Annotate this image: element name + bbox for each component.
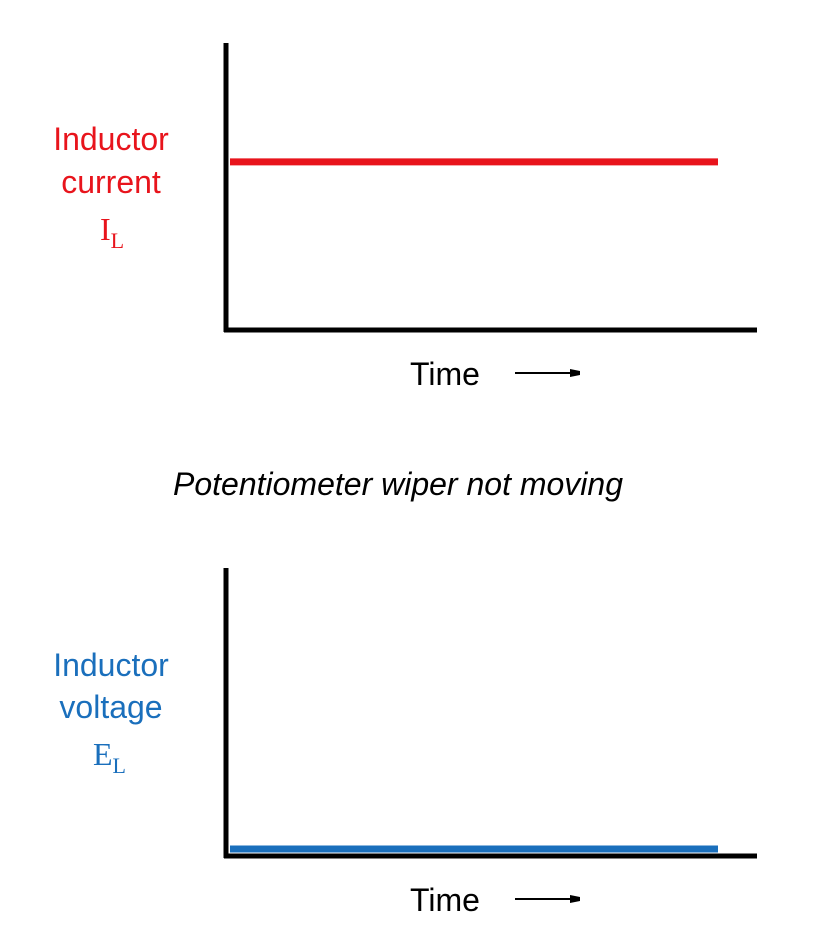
y-label-line-1: Inductor [53, 121, 169, 157]
x-label: Time [410, 882, 480, 918]
voltage-symbol: EL [93, 736, 126, 778]
y-label-line-2: voltage [59, 689, 162, 725]
y-label-line-1: Inductor [53, 647, 169, 683]
y-label-line-2: current [61, 164, 161, 200]
caption: Potentiometer wiper not moving [173, 466, 623, 502]
x-label: Time [410, 356, 480, 392]
current-symbol: IL [100, 211, 124, 253]
current-chart: Inductor current IL Time [53, 43, 757, 392]
voltage-chart: Inductor voltage EL Time [53, 568, 757, 918]
